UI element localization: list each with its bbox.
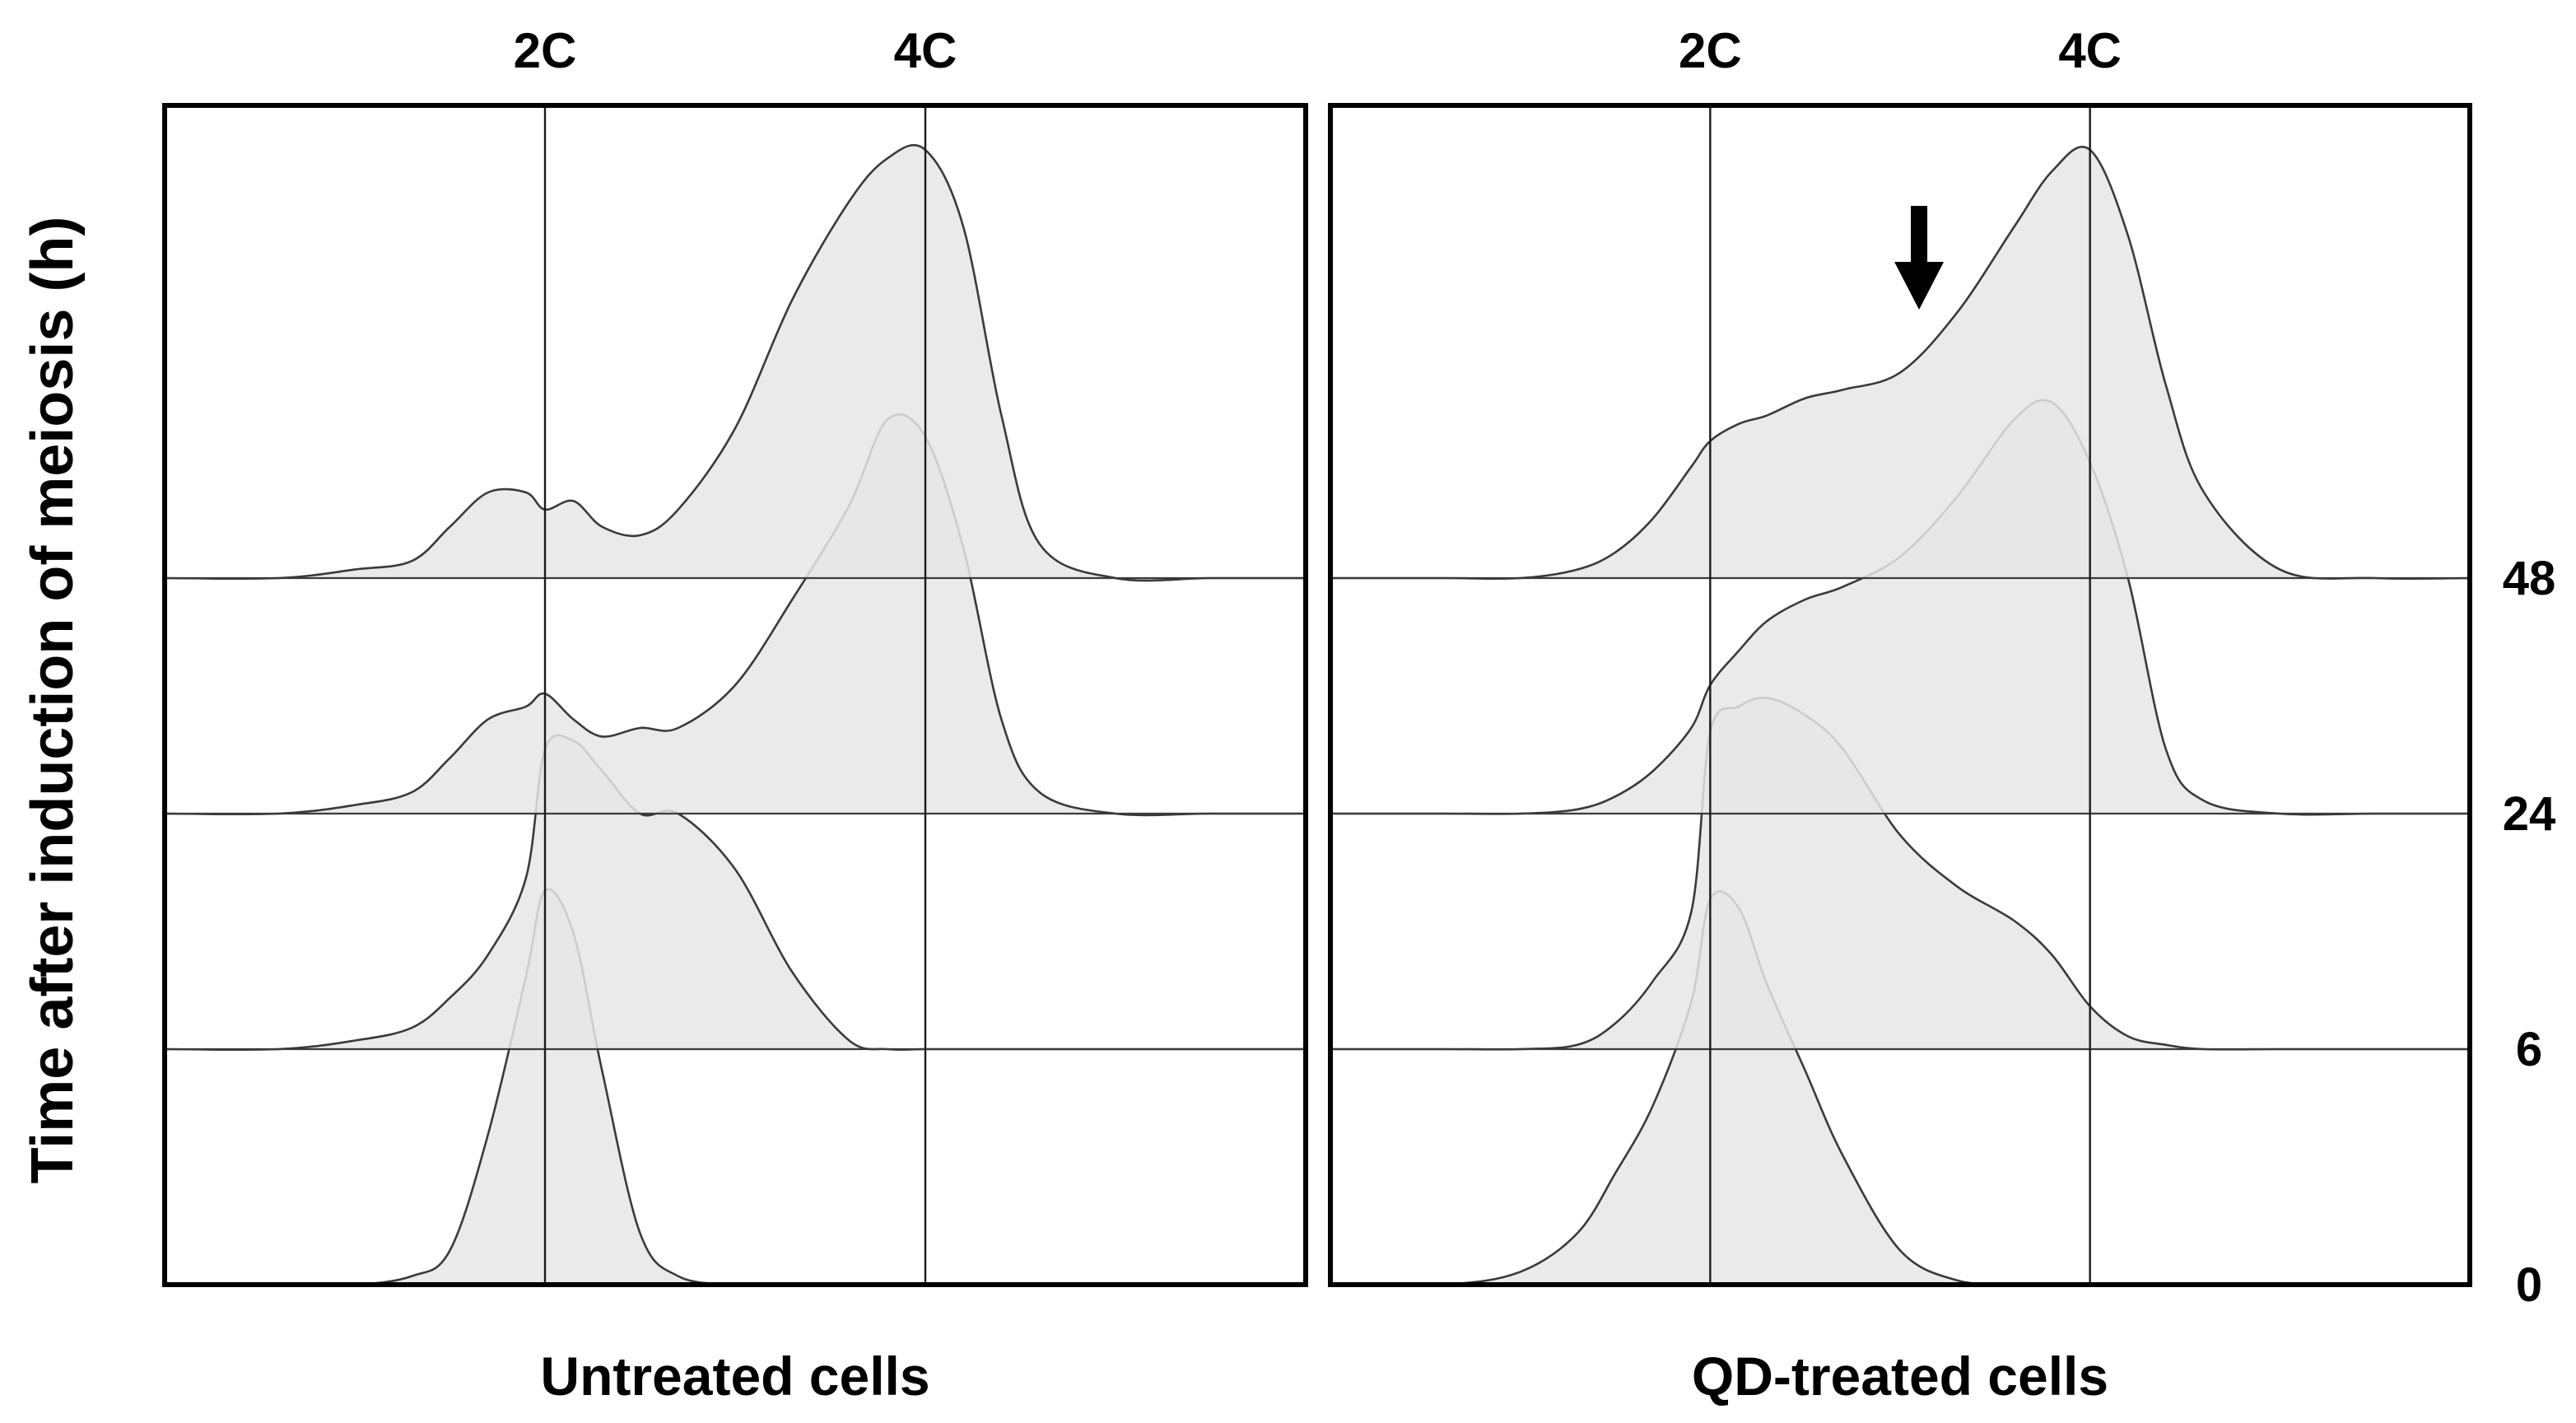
down-arrow-icon xyxy=(1894,206,1945,310)
panel-title-qd-treated: QD-treated cells xyxy=(1692,1346,2108,1407)
histogram-line-24h xyxy=(164,413,1306,817)
histogram-fill-24h xyxy=(165,414,1306,815)
panel-frame xyxy=(1328,103,2472,1287)
reference-label-4c: 4C xyxy=(894,23,957,78)
time-label-48: 48 xyxy=(2503,552,2556,605)
histogram-fill-24h xyxy=(1330,399,2470,815)
histogram-fill-6h xyxy=(165,735,1306,1050)
histogram-fill-0h xyxy=(1330,891,2470,1286)
panel-qd-treated: 2C 4C QD-treated cells xyxy=(1328,23,2472,1407)
histogram-fill-48h xyxy=(165,145,1306,581)
time-label-24: 24 xyxy=(2503,787,2556,841)
panel-title-untreated: Untreated cells xyxy=(540,1346,929,1407)
histogram-fill-6h xyxy=(1330,698,2470,1050)
panel-untreated: 2C 4C Untreated cells xyxy=(162,23,1308,1407)
histogram-line-48h xyxy=(164,143,1306,582)
y-axis-label: Time after induction of meiosis (h) xyxy=(20,217,86,1184)
histogram-line-48h xyxy=(1330,145,2471,581)
panel-frame xyxy=(162,103,1308,1287)
histogram-fill-48h xyxy=(1330,147,2470,579)
time-label-6: 6 xyxy=(2516,1023,2542,1076)
panel-untreated-curves xyxy=(164,143,1306,1287)
reference-label-2c: 2C xyxy=(1679,23,1742,78)
reference-label-4c: 4C xyxy=(2058,23,2122,78)
reference-label-2c: 2C xyxy=(514,23,577,78)
time-label-0: 0 xyxy=(2516,1258,2542,1312)
